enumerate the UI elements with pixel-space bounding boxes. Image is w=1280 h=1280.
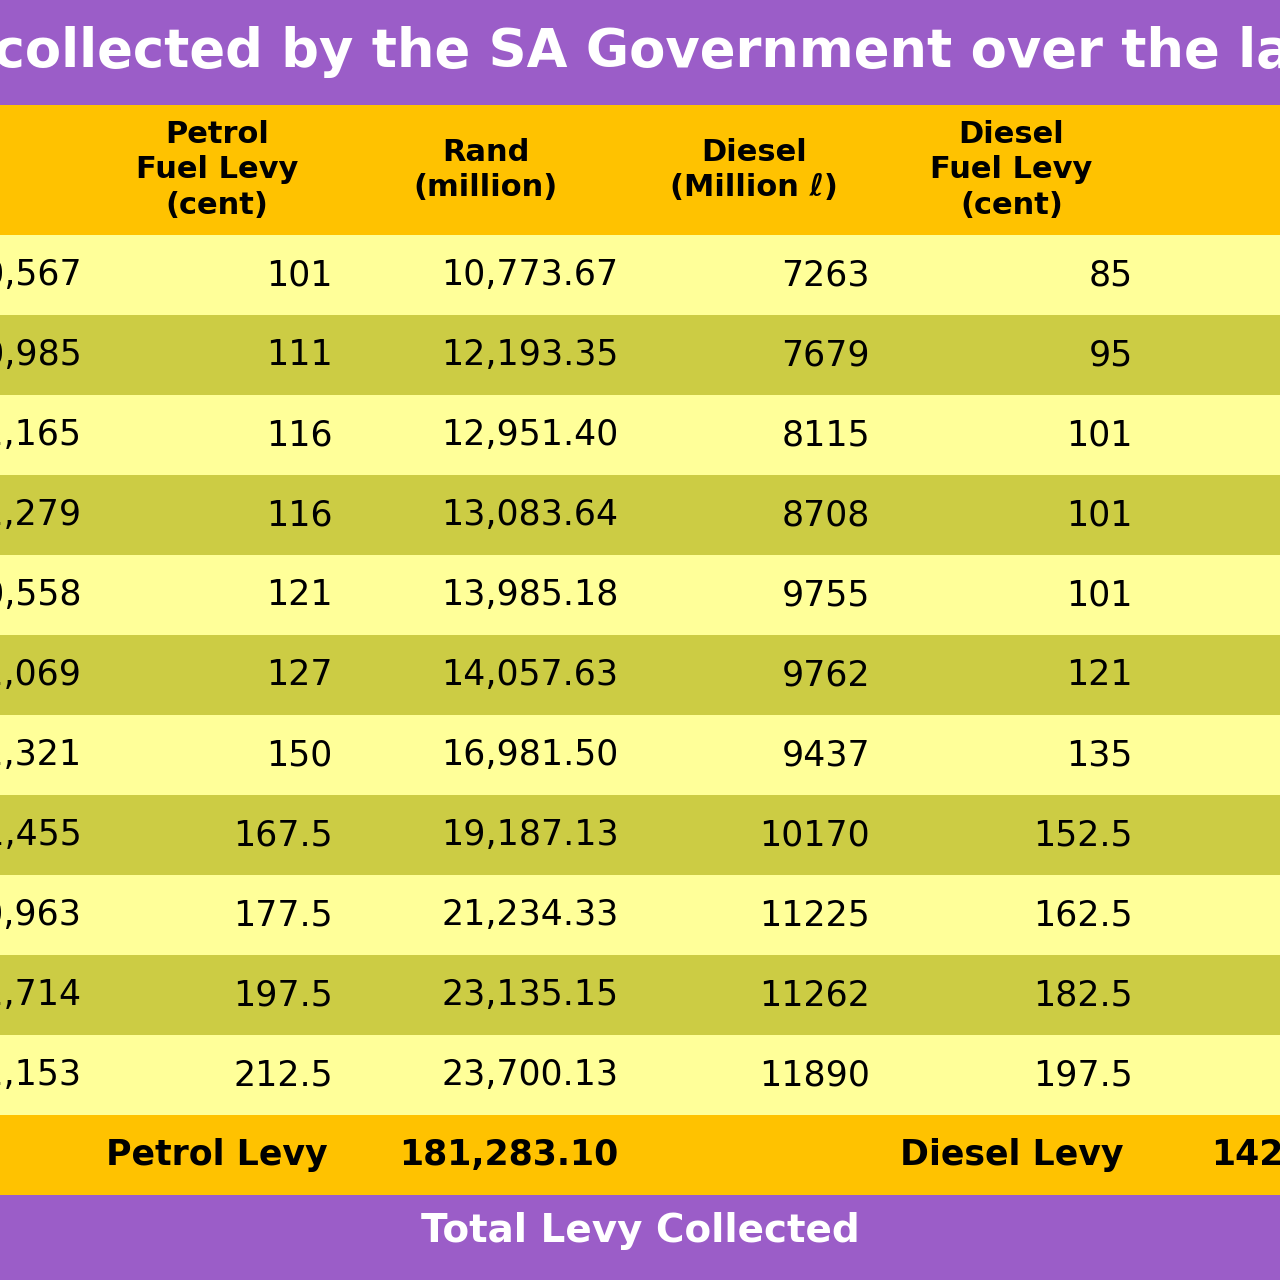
Bar	[0, 716, 1280, 795]
Text: 11890: 11890	[759, 1059, 870, 1092]
Text: 7263: 7263	[782, 259, 870, 292]
Text: 10,558: 10,558	[0, 579, 82, 612]
Text: 197.5: 197.5	[1033, 1059, 1133, 1092]
Text: 12,951.40: 12,951.40	[442, 419, 618, 452]
Text: 101: 101	[1066, 419, 1133, 452]
Text: 10,567: 10,567	[0, 259, 82, 292]
Text: 11,069: 11,069	[0, 658, 82, 692]
Text: 16,981.50: 16,981.50	[442, 739, 618, 772]
Text: 167.5: 167.5	[233, 818, 333, 852]
Text: 95: 95	[1088, 338, 1133, 372]
Text: Petrol
Fuel Levy
(cent): Petrol Fuel Levy (cent)	[136, 119, 298, 220]
Text: 10,773.67: 10,773.67	[442, 259, 618, 292]
Bar	[0, 236, 1280, 315]
Text: 152.5: 152.5	[1033, 818, 1133, 852]
Text: 135: 135	[1066, 739, 1133, 772]
Text: 162.5: 162.5	[1033, 899, 1133, 932]
Text: 11,714: 11,714	[0, 978, 82, 1012]
Text: 9755: 9755	[782, 579, 870, 612]
Text: 21,234.33: 21,234.33	[442, 899, 618, 932]
Bar	[0, 105, 1280, 236]
Text: 212.5: 212.5	[233, 1059, 333, 1092]
Bar	[0, 1036, 1280, 1115]
Text: 150: 150	[266, 739, 333, 772]
Text: 13,985.18: 13,985.18	[442, 579, 618, 612]
Text: 11,455: 11,455	[0, 818, 82, 852]
Text: 10,963: 10,963	[0, 899, 82, 932]
Text: 9762: 9762	[781, 658, 870, 692]
Text: 101: 101	[1066, 498, 1133, 532]
Text: 85: 85	[1089, 259, 1133, 292]
Text: 127: 127	[266, 658, 333, 692]
Bar	[0, 396, 1280, 475]
Text: 19,187.13: 19,187.13	[440, 818, 618, 852]
Text: 142,675.53: 142,675.53	[1211, 1138, 1280, 1172]
Bar	[0, 475, 1280, 556]
Text: 181,283.10: 181,283.10	[399, 1138, 618, 1172]
Text: 10,985: 10,985	[0, 338, 82, 372]
Bar	[0, 876, 1280, 955]
Text: 11262: 11262	[759, 978, 870, 1012]
Text: 8708: 8708	[782, 498, 870, 532]
Text: 12,193.35: 12,193.35	[442, 338, 618, 372]
Text: Diesel
Fuel Levy
(cent): Diesel Fuel Levy (cent)	[931, 119, 1093, 220]
Text: 11225: 11225	[759, 899, 870, 932]
Text: 101: 101	[1066, 579, 1133, 612]
Text: 121: 121	[266, 579, 333, 612]
Text: Total Levy Collected: Total Levy Collected	[421, 1212, 859, 1251]
Text: 197.5: 197.5	[233, 978, 333, 1012]
Text: 13,083.64: 13,083.64	[442, 498, 618, 532]
Text: 23,135.15: 23,135.15	[442, 978, 618, 1012]
Bar	[0, 0, 1280, 105]
Text: 23,700.13: 23,700.13	[442, 1059, 618, 1092]
Text: Diesel Levy: Diesel Levy	[900, 1138, 1123, 1172]
Text: 11,321: 11,321	[0, 739, 82, 772]
Text: 9437: 9437	[781, 739, 870, 772]
Text: 116: 116	[266, 419, 333, 452]
Text: Diesel
(Million ℓ): Diesel (Million ℓ)	[671, 137, 838, 202]
Text: 101: 101	[266, 259, 333, 292]
Bar	[0, 315, 1280, 396]
Text: 111: 111	[266, 338, 333, 372]
Bar	[0, 556, 1280, 635]
Text: 11,279: 11,279	[0, 498, 82, 532]
Bar	[0, 795, 1280, 876]
Text: Petrol Levy: Petrol Levy	[106, 1138, 328, 1172]
Bar	[0, 1115, 1280, 1196]
Text: 11,165: 11,165	[0, 419, 82, 452]
Text: 7679: 7679	[781, 338, 870, 372]
Text: Rand
(million): Rand (million)	[413, 137, 558, 202]
Text: 177.5: 177.5	[233, 899, 333, 932]
Text: Fuel levies collected by the SA Government over the last 11 years: Fuel levies collected by the SA Governme…	[0, 27, 1280, 78]
Text: 121: 121	[1066, 658, 1133, 692]
Text: 182.5: 182.5	[1033, 978, 1133, 1012]
Bar	[0, 955, 1280, 1036]
Bar	[0, 1196, 1280, 1267]
Text: 8115: 8115	[781, 419, 870, 452]
Text: 10170: 10170	[759, 818, 870, 852]
Text: 11,153: 11,153	[0, 1059, 82, 1092]
Text: 116: 116	[266, 498, 333, 532]
Bar	[0, 635, 1280, 716]
Text: 14,057.63: 14,057.63	[442, 658, 618, 692]
